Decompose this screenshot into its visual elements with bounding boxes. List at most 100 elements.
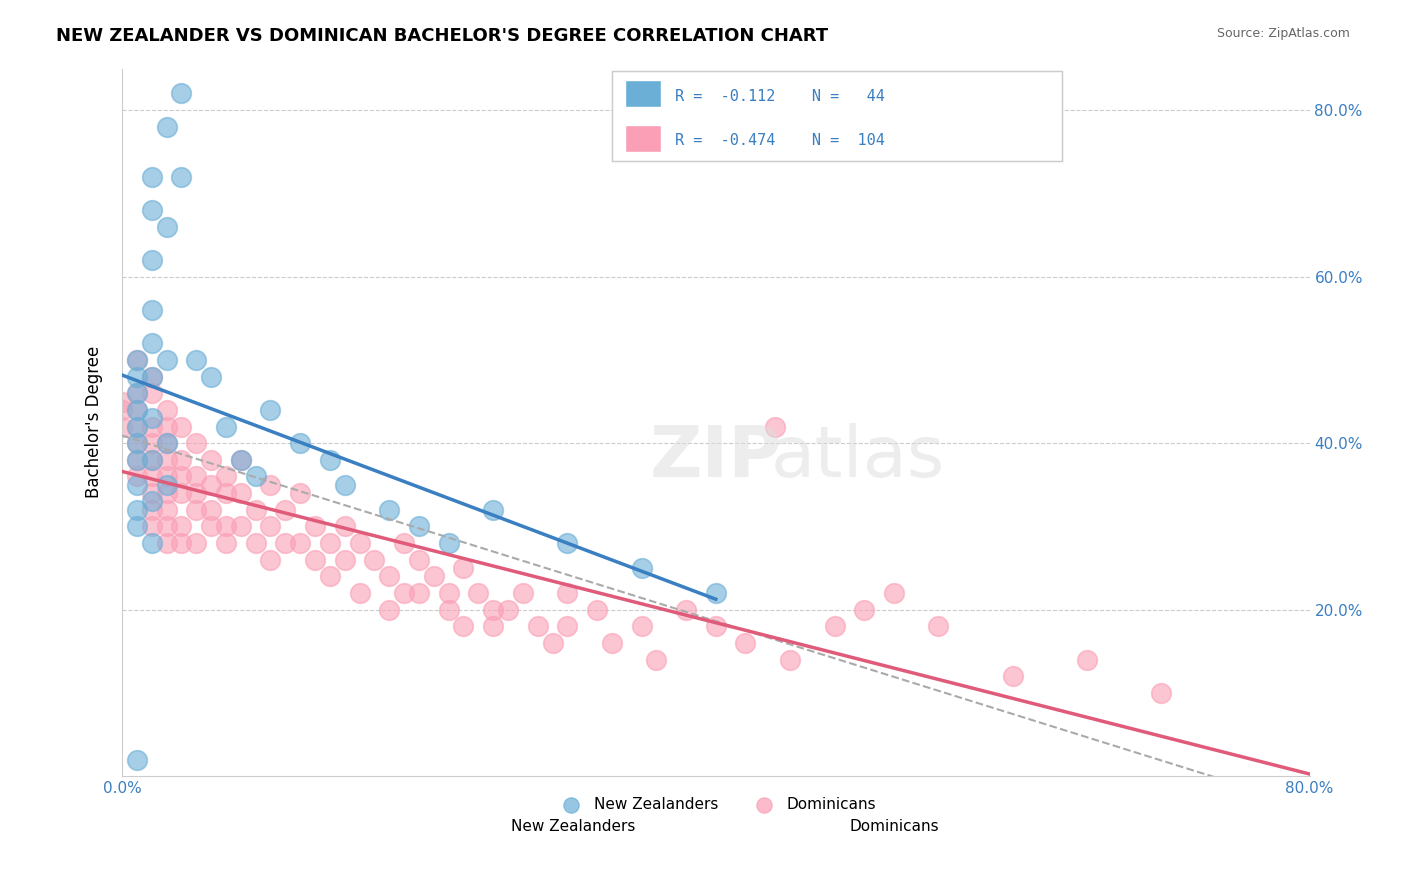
Point	[125, 477, 148, 491]
Point	[125, 419, 148, 434]
Point	[704, 586, 727, 600]
Point	[1076, 652, 1098, 666]
Point	[704, 619, 727, 633]
Point	[526, 619, 548, 633]
Point	[125, 386, 148, 401]
Point	[141, 169, 163, 184]
Point	[155, 486, 177, 500]
Point	[155, 436, 177, 450]
Point	[229, 519, 252, 533]
Point	[512, 586, 534, 600]
Point	[557, 586, 579, 600]
Point	[630, 561, 652, 575]
Point	[186, 436, 208, 450]
Point	[1001, 669, 1024, 683]
Point	[229, 452, 252, 467]
Point	[125, 369, 148, 384]
Point	[141, 536, 163, 550]
Point	[437, 602, 460, 616]
Point	[215, 486, 238, 500]
Y-axis label: Bachelor's Degree: Bachelor's Degree	[86, 346, 103, 499]
Point	[482, 602, 505, 616]
Point	[186, 486, 208, 500]
Point	[155, 120, 177, 134]
Point	[600, 636, 623, 650]
Point	[453, 619, 475, 633]
Point	[259, 552, 281, 566]
Point	[645, 652, 668, 666]
Point	[125, 436, 148, 450]
Point	[378, 602, 401, 616]
Text: Source: ZipAtlas.com: Source: ZipAtlas.com	[1216, 27, 1350, 40]
Point	[245, 502, 267, 516]
Point	[141, 519, 163, 533]
Point	[363, 552, 385, 566]
Point	[170, 469, 193, 483]
Point	[141, 386, 163, 401]
Point	[437, 536, 460, 550]
Point	[245, 469, 267, 483]
Point	[170, 419, 193, 434]
Point	[200, 452, 222, 467]
Point	[155, 502, 177, 516]
Point	[319, 569, 342, 583]
Point	[274, 502, 297, 516]
Point	[408, 586, 430, 600]
FancyBboxPatch shape	[626, 80, 661, 107]
Point	[170, 452, 193, 467]
Point	[186, 502, 208, 516]
Point	[125, 436, 148, 450]
Point	[125, 469, 148, 483]
Point	[141, 369, 163, 384]
Point	[111, 419, 134, 434]
Point	[304, 519, 326, 533]
Point	[259, 477, 281, 491]
Point	[288, 536, 311, 550]
Text: atlas: atlas	[770, 423, 945, 492]
Point	[557, 619, 579, 633]
Point	[675, 602, 697, 616]
Point	[288, 436, 311, 450]
Point	[141, 469, 163, 483]
Point	[423, 569, 446, 583]
Point	[155, 402, 177, 417]
Point	[245, 536, 267, 550]
Point	[467, 586, 489, 600]
Point	[883, 586, 905, 600]
Point	[155, 436, 177, 450]
Point	[200, 369, 222, 384]
Point	[763, 419, 786, 434]
Point	[200, 519, 222, 533]
Point	[200, 502, 222, 516]
Point	[141, 411, 163, 425]
Point	[125, 519, 148, 533]
Point	[141, 486, 163, 500]
Point	[586, 602, 609, 616]
Point	[453, 561, 475, 575]
Point	[186, 469, 208, 483]
Point	[170, 169, 193, 184]
Point	[141, 502, 163, 516]
Point	[125, 352, 148, 367]
Point	[125, 452, 148, 467]
Point	[378, 502, 401, 516]
Point	[170, 536, 193, 550]
Point	[304, 552, 326, 566]
Point	[125, 419, 148, 434]
Point	[215, 519, 238, 533]
Point	[215, 469, 238, 483]
Point	[853, 602, 876, 616]
Point	[215, 419, 238, 434]
Point	[319, 452, 342, 467]
Point	[125, 402, 148, 417]
Point	[215, 536, 238, 550]
Point	[111, 394, 134, 409]
Point	[482, 502, 505, 516]
Point	[155, 477, 177, 491]
FancyBboxPatch shape	[626, 125, 661, 152]
Legend: New Zealanders, Dominicans: New Zealanders, Dominicans	[550, 791, 883, 818]
Point	[125, 452, 148, 467]
Point	[155, 519, 177, 533]
Point	[125, 352, 148, 367]
Text: R =  -0.474    N =  104: R = -0.474 N = 104	[675, 134, 884, 148]
